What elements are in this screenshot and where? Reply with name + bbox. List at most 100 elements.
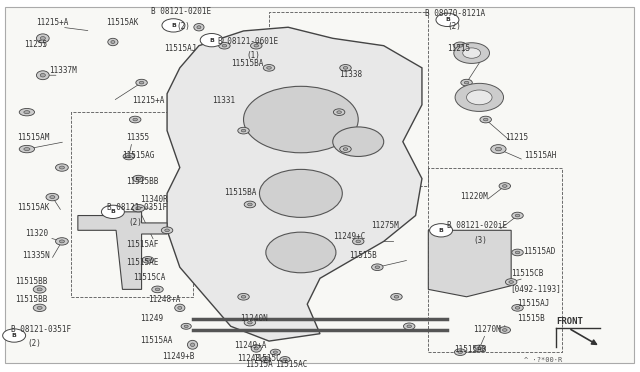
Circle shape (266, 232, 336, 273)
Ellipse shape (142, 257, 154, 263)
Ellipse shape (140, 81, 144, 84)
Ellipse shape (136, 207, 141, 210)
Ellipse shape (152, 286, 163, 293)
Circle shape (162, 19, 185, 32)
Ellipse shape (36, 71, 49, 80)
Ellipse shape (164, 229, 170, 232)
Text: (2): (2) (27, 340, 41, 349)
FancyBboxPatch shape (4, 7, 634, 363)
Ellipse shape (127, 155, 131, 158)
Text: 11248+A: 11248+A (148, 295, 180, 304)
Text: B: B (438, 228, 444, 233)
Text: B: B (171, 23, 176, 28)
Ellipse shape (129, 116, 141, 123)
Ellipse shape (515, 307, 520, 309)
Ellipse shape (512, 305, 524, 311)
Text: 11515AJ: 11515AJ (518, 299, 550, 308)
Ellipse shape (191, 343, 195, 347)
Text: 11331: 11331 (212, 96, 235, 105)
Text: 11220M: 11220M (460, 192, 488, 201)
Circle shape (436, 13, 459, 26)
Ellipse shape (283, 358, 287, 361)
Ellipse shape (46, 193, 59, 201)
Text: 11515BB: 11515BB (125, 177, 158, 186)
Ellipse shape (56, 164, 68, 171)
Ellipse shape (515, 251, 520, 254)
Ellipse shape (403, 323, 415, 330)
Ellipse shape (353, 238, 364, 245)
Ellipse shape (197, 26, 201, 29)
Text: 11515AM: 11515AM (17, 133, 50, 142)
Ellipse shape (458, 44, 463, 47)
Ellipse shape (495, 147, 502, 151)
Text: 11337M: 11337M (49, 66, 77, 75)
Ellipse shape (340, 64, 351, 71)
Ellipse shape (19, 109, 35, 116)
Ellipse shape (454, 349, 466, 356)
Circle shape (200, 33, 223, 47)
Ellipse shape (491, 145, 506, 154)
Polygon shape (78, 212, 167, 289)
Ellipse shape (391, 294, 402, 300)
Ellipse shape (280, 357, 290, 362)
Circle shape (259, 169, 342, 217)
Ellipse shape (181, 323, 191, 329)
Ellipse shape (133, 118, 138, 121)
Ellipse shape (474, 345, 485, 352)
Text: 11515A: 11515A (246, 360, 273, 369)
Ellipse shape (184, 325, 188, 327)
Ellipse shape (464, 81, 469, 84)
Text: B 08121-0351F: B 08121-0351F (11, 325, 71, 334)
Ellipse shape (222, 44, 227, 47)
Text: 11270M: 11270M (473, 325, 500, 334)
Text: 11515AB: 11515AB (454, 345, 486, 354)
Ellipse shape (238, 294, 249, 300)
Text: B: B (209, 38, 214, 43)
Text: (3): (3) (473, 236, 487, 245)
Ellipse shape (499, 183, 511, 189)
Text: B 08121-0601E: B 08121-0601E (218, 37, 278, 46)
Ellipse shape (24, 148, 30, 151)
Ellipse shape (244, 319, 255, 326)
Ellipse shape (248, 321, 252, 324)
Text: 11249: 11249 (140, 314, 163, 323)
Ellipse shape (161, 227, 173, 234)
Ellipse shape (56, 238, 68, 245)
Ellipse shape (337, 111, 341, 113)
Ellipse shape (250, 42, 262, 49)
Text: 11275M: 11275M (371, 221, 399, 230)
Ellipse shape (219, 42, 230, 49)
Ellipse shape (372, 264, 383, 270)
Ellipse shape (251, 345, 261, 352)
Ellipse shape (515, 214, 520, 217)
Circle shape (455, 83, 504, 112)
Ellipse shape (194, 23, 204, 31)
Text: 11515C: 11515C (253, 354, 281, 363)
Ellipse shape (136, 177, 141, 180)
Ellipse shape (178, 307, 182, 310)
Ellipse shape (37, 288, 42, 291)
Ellipse shape (512, 249, 524, 256)
Text: 11215: 11215 (505, 133, 528, 142)
Text: B 08121-0201E: B 08121-0201E (151, 7, 211, 16)
Text: 11515AK: 11515AK (17, 203, 50, 212)
Ellipse shape (506, 279, 517, 285)
Polygon shape (428, 230, 511, 297)
Ellipse shape (333, 109, 345, 115)
Text: B 08121-020iE: B 08121-020iE (447, 221, 508, 230)
Ellipse shape (108, 38, 118, 46)
Ellipse shape (123, 153, 134, 160)
Text: (2): (2) (177, 22, 191, 31)
Ellipse shape (33, 304, 46, 311)
Ellipse shape (241, 129, 246, 132)
Ellipse shape (24, 111, 30, 113)
Text: 11515BB: 11515BB (15, 295, 48, 304)
Ellipse shape (502, 185, 507, 187)
Text: 11515AE: 11515AE (125, 258, 158, 267)
Text: 11515BA: 11515BA (225, 188, 257, 197)
Ellipse shape (136, 79, 147, 86)
Ellipse shape (254, 347, 259, 350)
Ellipse shape (60, 166, 65, 169)
Text: 11515AH: 11515AH (524, 151, 556, 160)
Text: 11515CB: 11515CB (511, 269, 543, 278)
